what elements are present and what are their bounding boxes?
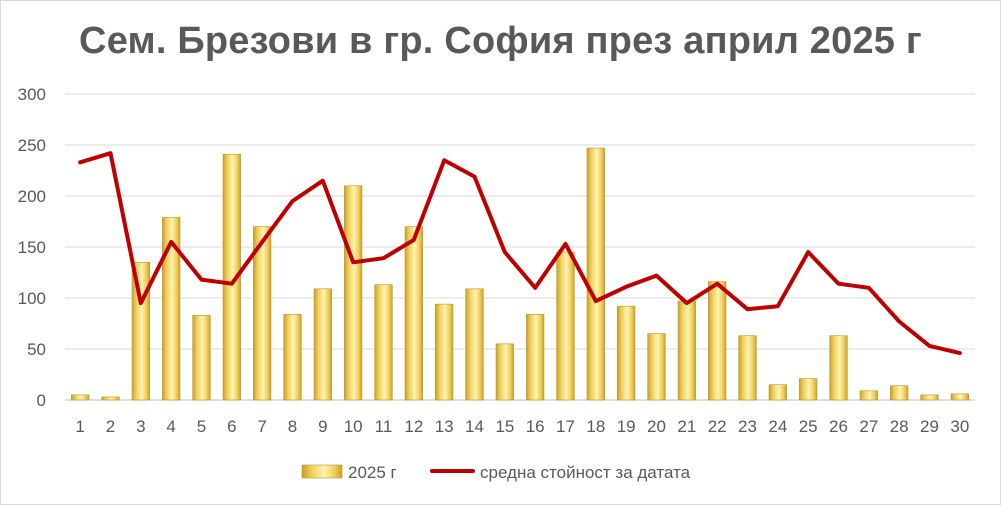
bar: [374, 284, 393, 401]
bar: [617, 305, 636, 401]
x-tick-label: 29: [920, 417, 939, 436]
bar: [859, 390, 878, 401]
bar: [162, 217, 181, 401]
x-tick-label: 5: [197, 417, 206, 436]
x-tick-label: 21: [677, 417, 696, 436]
y-tick-label: 100: [18, 289, 46, 308]
y-tick-label: 250: [18, 136, 46, 155]
x-tick-label: 16: [526, 417, 545, 436]
x-tick-label: 26: [829, 417, 848, 436]
x-tick-label: 23: [738, 417, 757, 436]
bar: [404, 226, 423, 401]
x-tick-label: 3: [136, 417, 145, 436]
x-tick-label: 24: [768, 417, 787, 436]
bar: [253, 226, 272, 401]
x-tick-label: 30: [950, 417, 969, 436]
x-tick-label: 13: [435, 417, 454, 436]
bar: [495, 343, 514, 401]
x-tick-label: 6: [227, 417, 236, 436]
bar: [222, 153, 241, 401]
x-tick-label: 17: [556, 417, 575, 436]
x-tick-label: 1: [75, 417, 84, 436]
x-tick-label: 12: [404, 417, 423, 436]
x-tick-label: 22: [708, 417, 727, 436]
x-tick-label: 27: [859, 417, 878, 436]
y-tick-label: 150: [18, 238, 46, 257]
bar: [435, 303, 454, 401]
bar: [101, 396, 120, 401]
y-tick-label: 50: [27, 340, 46, 359]
bar: [71, 394, 90, 401]
x-tick-label: 7: [257, 417, 266, 436]
y-tick-label: 300: [18, 85, 46, 104]
bar: [799, 378, 818, 401]
legend-label-bar: 2025 г: [348, 463, 397, 482]
x-tick-label: 15: [495, 417, 514, 436]
x-tick-label: 4: [166, 417, 175, 436]
x-tick-label: 19: [617, 417, 636, 436]
x-tick-label: 2: [106, 417, 115, 436]
x-tick-label: 8: [288, 417, 297, 436]
bar: [526, 314, 545, 401]
x-tick-label: 9: [318, 417, 327, 436]
bar: [708, 281, 727, 401]
bar: [192, 315, 211, 401]
legend-swatch-bar: [301, 464, 343, 479]
bar: [283, 314, 302, 401]
bar: [920, 394, 939, 401]
bar: [890, 385, 909, 401]
x-tick-label: 11: [375, 417, 393, 436]
y-tick-label: 200: [18, 187, 46, 206]
bar: [313, 288, 332, 401]
bar: [768, 384, 787, 401]
line-series: [78, 151, 962, 356]
y-tick-label: 0: [37, 391, 46, 410]
x-tick-label: 28: [890, 417, 909, 436]
legend-label-line: средна стойност за датата: [480, 463, 691, 482]
bar: [647, 333, 666, 401]
x-tick-label: 10: [344, 417, 363, 436]
bar: [950, 393, 969, 401]
bar: [465, 288, 484, 401]
bar: [677, 300, 696, 401]
bar: [586, 147, 605, 401]
x-tick-label: 14: [465, 417, 484, 436]
bar: [344, 185, 363, 401]
bar: [829, 335, 848, 401]
x-tick-label: 18: [586, 417, 605, 436]
bar: [131, 261, 150, 401]
bar: [738, 335, 757, 401]
bar: [556, 251, 575, 401]
x-tick-label: 25: [799, 417, 818, 436]
x-tick-label: 20: [647, 417, 666, 436]
chart-title: Сем. Брезови в гр. София през април 2025…: [79, 20, 922, 62]
